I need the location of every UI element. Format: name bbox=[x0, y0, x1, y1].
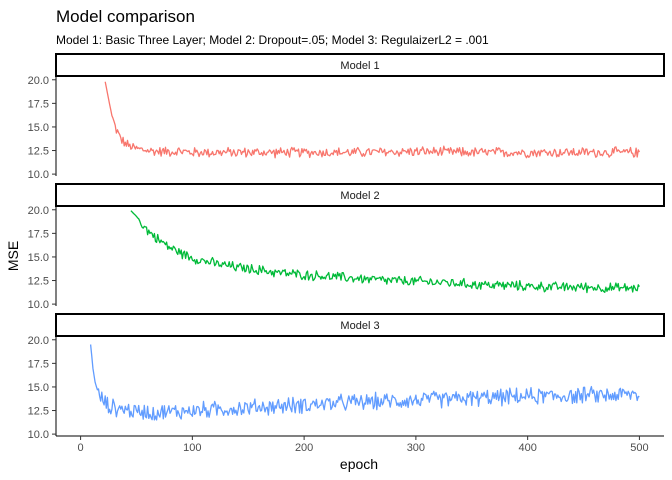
y-axis-title: MSE bbox=[5, 241, 21, 271]
facet-panel: Model 1 10.0 12.5 15.0 17.5 20.0 bbox=[28, 53, 665, 181]
facet-strip bbox=[55, 53, 665, 77]
y-tick-label: 15.0 bbox=[28, 382, 49, 394]
x-tick-label: 400 bbox=[518, 442, 536, 454]
series-line bbox=[89, 344, 640, 421]
y-tick-label: 20.0 bbox=[28, 335, 49, 347]
facet-strip-label: Model 1 bbox=[340, 60, 379, 72]
y-tick-label: 10.0 bbox=[28, 299, 49, 311]
chart-title: Model comparison bbox=[56, 7, 195, 26]
facet-panels: Model 1 10.0 12.5 15.0 17.5 20.0 Model 2 10.0 12… bbox=[28, 53, 665, 441]
series-line bbox=[104, 81, 640, 159]
series-line bbox=[130, 210, 640, 294]
x-tick-label: 0 bbox=[78, 442, 84, 454]
y-tick-label: 20.0 bbox=[28, 75, 49, 87]
y-tick-label: 15.0 bbox=[28, 252, 49, 264]
y-tick-label: 12.5 bbox=[28, 146, 49, 158]
x-axis-title: epoch bbox=[340, 456, 378, 472]
facet-strip-label: Model 3 bbox=[340, 320, 379, 332]
x-tick-label: 100 bbox=[183, 442, 201, 454]
facet-panel: Model 2 10.0 12.5 15.0 17.5 20.0 bbox=[28, 183, 665, 311]
y-tick-label: 17.5 bbox=[28, 98, 49, 110]
y-tick-label: 10.0 bbox=[28, 169, 49, 181]
facet-strip bbox=[55, 183, 665, 207]
chart-subtitle: Model 1: Basic Three Layer; Model 2: Dro… bbox=[56, 33, 489, 47]
y-tick-label: 17.5 bbox=[28, 228, 49, 240]
x-axis: 0 100 200 300 400 500 bbox=[56, 435, 664, 454]
y-tick-label: 10.0 bbox=[28, 429, 49, 441]
facet-strip-label: Model 2 bbox=[340, 190, 379, 202]
x-tick-label: 300 bbox=[407, 442, 425, 454]
y-tick-label: 17.5 bbox=[28, 358, 49, 370]
y-tick-label: 20.0 bbox=[28, 205, 49, 217]
x-tick-label: 200 bbox=[295, 442, 313, 454]
facet-strip bbox=[55, 313, 665, 337]
facet-panel: Model 3 10.0 12.5 15.0 17.5 20.0 bbox=[28, 313, 665, 441]
y-tick-label: 15.0 bbox=[28, 122, 49, 134]
y-tick-label: 12.5 bbox=[28, 276, 49, 288]
y-tick-label: 12.5 bbox=[28, 406, 49, 418]
x-tick-label: 500 bbox=[630, 442, 648, 454]
